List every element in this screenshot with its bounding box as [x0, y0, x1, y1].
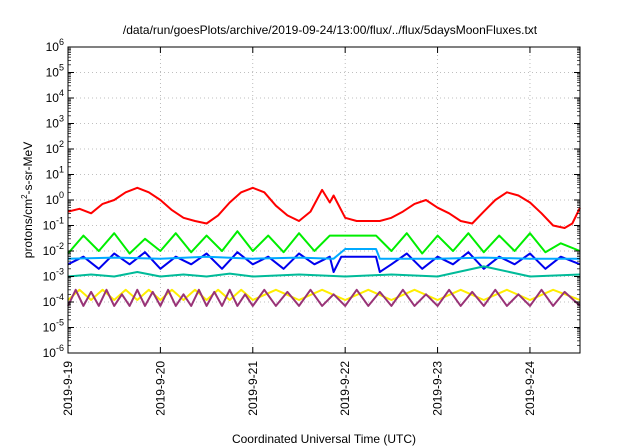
- y-tick-label: 100: [46, 190, 64, 207]
- series-group: [67, 186, 581, 307]
- series-line-4: [67, 248, 580, 260]
- series-line-5: [67, 265, 581, 278]
- y-tick-label: 10-6: [43, 343, 64, 360]
- grid: [68, 47, 580, 353]
- y-tick-label: 104: [46, 88, 64, 105]
- y-axis-label-sup: 2: [20, 194, 29, 199]
- y-tick-label: 105: [46, 63, 64, 80]
- x-tick-label: 2019-9-22: [338, 361, 352, 416]
- series-line-3: [67, 251, 581, 273]
- series-line-1: [67, 186, 581, 229]
- y-axis-label-post: -s-sr-MeV: [21, 142, 35, 195]
- y-tick-label: 106: [46, 37, 64, 54]
- series-line-7: [67, 288, 581, 307]
- y-tick-label: 101: [46, 165, 64, 182]
- x-tick-label: 2019-9-20: [153, 361, 167, 416]
- axes: 10-6 10-5 10-4 10-3 10-2 10-1 100 101 102 103 104 1…: [43, 37, 580, 416]
- x-tick-label: 2019-9-21: [246, 361, 260, 416]
- x-tick-label: 2019-9-19: [61, 361, 75, 416]
- y-tick-label: 10-4: [43, 292, 64, 309]
- series-line-6: [67, 288, 581, 301]
- y-tick-label: 103: [46, 114, 64, 131]
- y-tick-label: 10-1: [43, 216, 64, 233]
- x-tick-label: 2019-9-23: [431, 361, 445, 416]
- y-tick-label: 10-3: [43, 267, 64, 284]
- y-tick-label: 10-2: [43, 241, 64, 258]
- chart-title: /data/run/goesPlots/archive/2019-09-24/1…: [123, 23, 538, 37]
- y-tick-label: 102: [46, 139, 64, 156]
- y-axis-label: protons/cm2-s-sr-MeV: [20, 142, 35, 258]
- y-axis-label-pre: protons/cm: [21, 199, 35, 258]
- x-tick-label: 2019-9-24: [523, 361, 537, 416]
- x-axis-label: Coordinated Universal Time (UTC): [232, 432, 416, 446]
- series-line-2: [67, 230, 581, 255]
- y-tick-label: 10-5: [43, 318, 64, 335]
